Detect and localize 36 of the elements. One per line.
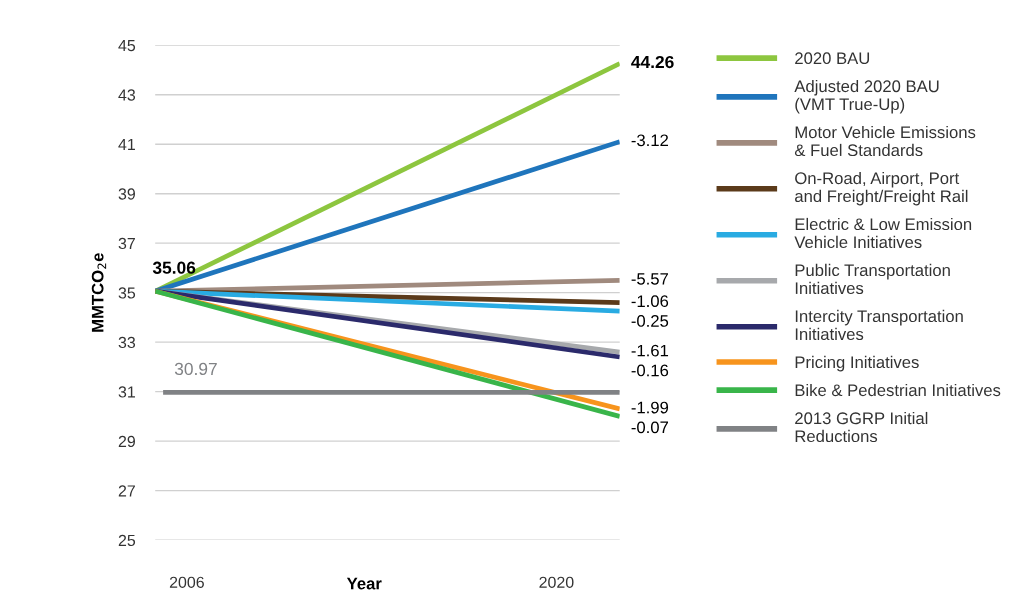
legend-label: Motor Vehicle Emissions & Fuel Standards	[794, 125, 976, 157]
y-tick-label: 43	[118, 89, 136, 101]
legend-label: Electric & Low Emission Vehicle Initiatives	[794, 217, 972, 249]
legend-label: On-Road, Airport, Port and Freight/Freight Rail	[795, 171, 968, 206]
legend-label: Public Transportation Initiatives	[795, 263, 950, 295]
y-tick-label: 29	[118, 435, 135, 448]
y-tick-label: 25	[118, 534, 136, 547]
text: -0.25	[631, 315, 669, 327]
y-tick-label: 31	[118, 386, 135, 398]
y-tick-label: 41	[118, 139, 135, 150]
text: -1.06	[631, 295, 669, 308]
text: -1.99	[631, 401, 669, 414]
y-tick-label: 35	[118, 287, 136, 299]
y-tick-label: 37	[118, 237, 135, 250]
legend-label: Adjusted 2020 BAU (VMT True-Up)	[794, 79, 939, 114]
data-label: 35.06	[152, 261, 196, 274]
text: -5.57	[631, 273, 669, 285]
text: -1.61	[631, 344, 669, 357]
legend-label: Bike & Pedestrian Initiatives	[795, 383, 1001, 397]
y-tick-label: 33	[118, 336, 136, 349]
legend-label: Intercity Transportation Initiatives	[795, 309, 963, 341]
x-tick-label: 2006	[169, 576, 204, 588]
y-tick-label: 27	[118, 485, 135, 497]
data-label: 44.26	[631, 55, 674, 69]
x-tick-label: 2020	[539, 576, 574, 588]
text: -0.16	[631, 364, 669, 377]
legend-label: Pricing Initiatives	[795, 355, 919, 372]
legend-label: 2020 BAU	[795, 52, 870, 65]
text: -3.12	[631, 134, 669, 147]
legend-label: 2013 GGRP Initial Reductions	[795, 411, 928, 443]
text: -0.07	[631, 421, 669, 434]
y-tick-label: 39	[118, 188, 135, 200]
y-tick-label: 45	[118, 40, 136, 52]
x-axis-title: Year	[346, 577, 382, 590]
y-axis-title: MMTCO$_{2}$e	[91, 253, 107, 332]
data-label: 30.97	[174, 362, 217, 376]
